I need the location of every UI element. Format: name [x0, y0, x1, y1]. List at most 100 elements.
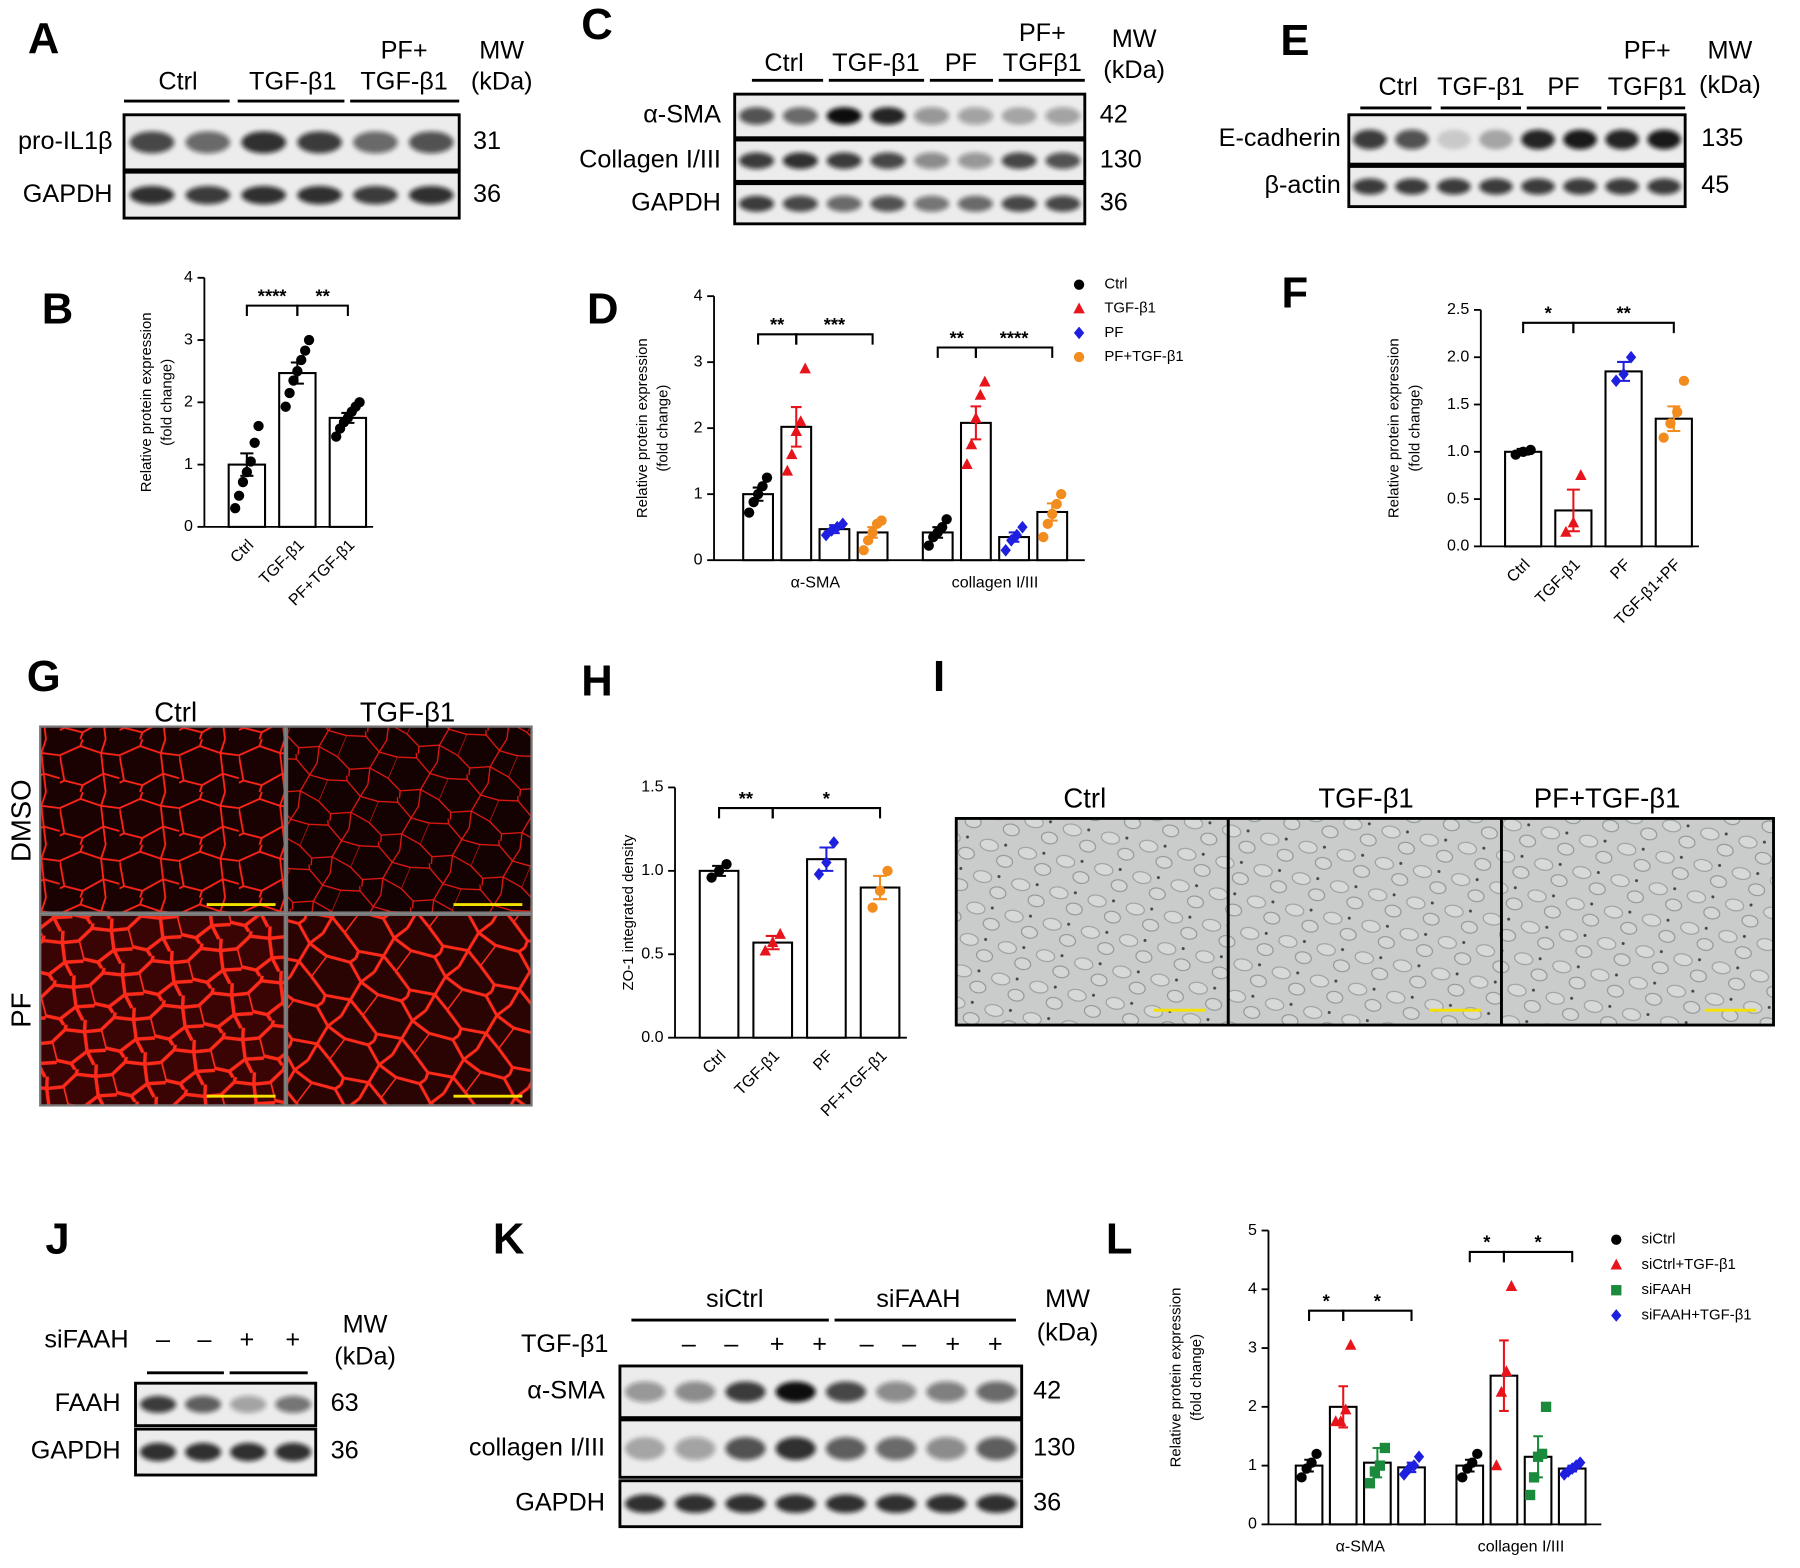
data-point — [858, 545, 869, 556]
error-bar — [873, 874, 888, 901]
protein-label: FAAH — [55, 1389, 121, 1417]
lane-label: TGF-β1 — [1437, 73, 1524, 101]
error-bar — [240, 452, 254, 477]
blot-band — [957, 152, 993, 169]
blot-band — [241, 131, 287, 154]
y-tick-label: 0.0 — [641, 1028, 663, 1046]
blot-band — [1521, 178, 1555, 195]
protein-label: GAPDH — [31, 1437, 121, 1465]
error-bar — [932, 526, 944, 539]
significance-label: **** — [258, 285, 287, 306]
data-point — [781, 464, 794, 476]
data-point — [882, 865, 893, 877]
data-point — [761, 472, 773, 483]
data-point — [1658, 432, 1669, 443]
y-axis-label: ZO-1 integrated density — [620, 834, 637, 990]
x-tick-label: collagen I/III — [952, 573, 1039, 591]
bar — [806, 858, 847, 1039]
data-point — [774, 927, 786, 939]
blot-band — [1045, 152, 1081, 169]
blot-band — [408, 185, 454, 205]
blot-band — [353, 131, 398, 154]
data-point — [867, 902, 878, 913]
y-tick-label: 1.5 — [1447, 395, 1469, 413]
lane-label: PF+ — [381, 36, 428, 64]
blot-band — [1605, 178, 1639, 195]
lane-label: TGF-β1 — [832, 49, 919, 77]
mw-header: (kDa) — [1037, 1319, 1099, 1347]
significance-label: ** — [1616, 303, 1631, 324]
legend-marker — [1611, 1309, 1622, 1322]
blot-band — [353, 185, 398, 205]
blot-band — [976, 1381, 1017, 1403]
data-point — [1610, 374, 1622, 388]
protein-label: pro-IL1β — [18, 127, 113, 155]
blot-band — [1437, 178, 1471, 195]
bar — [278, 372, 317, 528]
y-tick-label: 2 — [1248, 1397, 1257, 1415]
data-point — [757, 481, 768, 492]
legend-marker — [1073, 302, 1085, 314]
y-axis-label: (fold change) — [654, 385, 671, 472]
lane-label: Ctrl — [1379, 73, 1418, 101]
error-bar — [1406, 1461, 1417, 1474]
mw-header: MW — [1707, 36, 1752, 64]
blot-strip — [122, 170, 461, 220]
legend-label: PF — [1104, 324, 1123, 341]
data-point — [249, 437, 260, 448]
error-bar — [829, 524, 840, 535]
data-point — [1413, 1450, 1425, 1464]
panel-g-images — [39, 725, 533, 1107]
data-point — [1536, 1448, 1548, 1460]
data-point — [961, 458, 973, 470]
column-label: PF+TGF-β1 — [1534, 782, 1681, 813]
data-point — [1311, 1448, 1322, 1460]
data-point — [786, 448, 798, 460]
data-point — [1500, 1365, 1513, 1377]
panel-label: E — [1280, 17, 1309, 65]
blot-band — [1437, 129, 1471, 150]
blot-band — [870, 152, 906, 169]
blot-band — [624, 1381, 666, 1403]
mw-header: (kDa) — [1103, 56, 1165, 84]
blot-band — [1395, 178, 1429, 195]
x-tick-label: α-SMA — [791, 573, 841, 591]
data-point — [1296, 1472, 1307, 1483]
data-point — [799, 362, 811, 374]
error-bar — [1304, 1458, 1314, 1473]
blot-band — [140, 1395, 177, 1413]
legend-marker — [1611, 1285, 1622, 1296]
y-axis-label: (fold change) — [159, 359, 176, 446]
protein-label: β-actin — [1265, 171, 1341, 199]
protein-label: GAPDH — [23, 180, 113, 208]
treatment-sign: + — [812, 1330, 827, 1358]
data-point — [1560, 525, 1572, 537]
blot-band — [275, 1442, 312, 1462]
significance-label: * — [1374, 1291, 1382, 1312]
significance-bracket — [245, 304, 299, 316]
significance-label: ** — [739, 788, 754, 809]
lane-label: Ctrl — [764, 49, 803, 77]
blot-band — [1001, 152, 1037, 169]
y-tick-label: 1.0 — [1447, 442, 1469, 460]
legend-marker — [1073, 279, 1085, 290]
data-point — [1379, 1442, 1391, 1454]
panel-label: F — [1282, 270, 1309, 318]
data-point — [233, 490, 245, 501]
blot-band — [297, 131, 342, 154]
data-point — [941, 514, 952, 525]
error-bar — [712, 864, 727, 877]
blot-band — [675, 1494, 716, 1513]
bar — [1604, 370, 1643, 548]
legend-label: siFAAH — [1642, 1281, 1692, 1298]
error-bar — [752, 486, 764, 502]
mw-value: 45 — [1701, 171, 1729, 199]
y-tick-label: 1 — [694, 484, 703, 502]
y-axis-label: Relative protein expression — [138, 312, 155, 492]
x-tick-label: Ctrl — [1503, 556, 1533, 586]
blot-band — [870, 195, 906, 212]
blot-strip — [122, 113, 461, 172]
data-point — [1678, 375, 1690, 387]
micrograph — [285, 725, 533, 914]
significance-label: * — [1323, 1291, 1331, 1312]
